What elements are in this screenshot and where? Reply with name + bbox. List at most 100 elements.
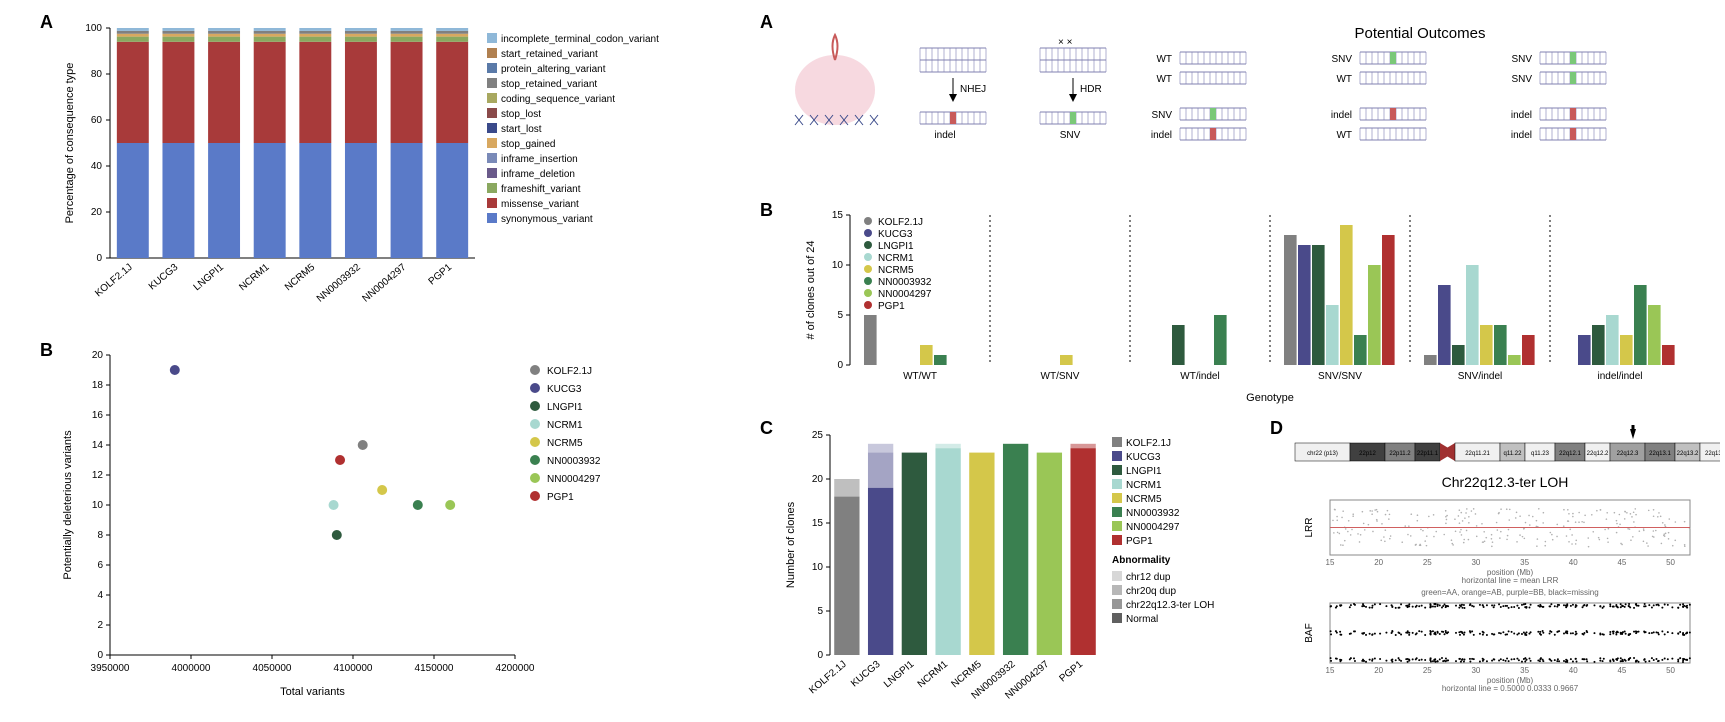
svg-text:NN0003932: NN0003932	[878, 277, 932, 288]
svg-text:0: 0	[817, 650, 823, 661]
svg-text:indel: indel	[1511, 110, 1532, 121]
svg-text:22q12.3: 22q12.3	[1617, 451, 1639, 457]
right-panel-c: 0510152025Number of clonesKOLF2.1JKUCG3L…	[780, 425, 1260, 715]
svg-text:NCRM1: NCRM1	[916, 659, 951, 691]
svg-text:10: 10	[812, 562, 824, 573]
svg-text:15: 15	[1326, 666, 1335, 675]
svg-text:Total variants: Total variants	[280, 686, 345, 698]
svg-text:NCRM1: NCRM1	[547, 420, 583, 431]
svg-text:4000000: 4000000	[172, 663, 211, 674]
svg-text:Normal: Normal	[1126, 614, 1158, 625]
svg-text:50: 50	[1666, 558, 1675, 567]
svg-text:NCRM1: NCRM1	[237, 262, 272, 294]
svg-text:Potential Outcomes: Potential Outcomes	[1355, 25, 1486, 42]
svg-text:NN0004297: NN0004297	[1126, 522, 1180, 533]
svg-text:80: 80	[91, 69, 103, 80]
svg-text:Percentage of consequence type: Percentage of consequence type	[64, 63, 76, 224]
svg-text:WT: WT	[1156, 54, 1172, 65]
svg-text:12: 12	[92, 470, 104, 481]
svg-text:LRR: LRR	[1304, 517, 1315, 537]
svg-text:40: 40	[1569, 558, 1578, 567]
svg-text:45: 45	[1617, 558, 1626, 567]
svg-text:PGP1: PGP1	[1058, 659, 1086, 685]
right-panel-b: 051015# of clones out of 24GenotypeWT/WT…	[800, 205, 1700, 405]
svg-text:indel: indel	[1331, 110, 1352, 121]
svg-text:NCRM1: NCRM1	[878, 253, 914, 264]
scatter-chart: 0246810121416182039500004000000405000041…	[55, 345, 695, 705]
svg-text:KOLF2.1J: KOLF2.1J	[1126, 438, 1171, 449]
svg-text:14: 14	[92, 440, 104, 451]
svg-text:NCRM5: NCRM5	[878, 265, 914, 276]
svg-text:missense_variant: missense_variant	[501, 199, 579, 210]
svg-text:indel: indel	[1511, 130, 1532, 141]
svg-text:KUCG3: KUCG3	[547, 384, 582, 395]
svg-text:indel: indel	[934, 130, 955, 141]
svg-text:22q13.1: 22q13.1	[1649, 451, 1671, 457]
panel-label-left-a: A	[40, 12, 53, 33]
svg-text:PGP1: PGP1	[1126, 536, 1153, 547]
svg-text:20: 20	[1374, 666, 1383, 675]
svg-text:NN0004297: NN0004297	[878, 289, 932, 300]
svg-text:10: 10	[832, 260, 844, 271]
panel-label-right-c: C	[760, 418, 773, 439]
svg-text:incomplete_terminal_codon_vari: incomplete_terminal_codon_variant	[501, 34, 659, 45]
svg-text:LNGPI1: LNGPI1	[878, 241, 914, 252]
svg-text:8: 8	[97, 530, 103, 541]
grouped-bar-chart: 051015# of clones out of 24GenotypeWT/WT…	[800, 205, 1700, 405]
svg-text:WT/indel: WT/indel	[1180, 371, 1219, 382]
svg-text:22q12.1: 22q12.1	[1559, 451, 1581, 457]
svg-text:35: 35	[1520, 666, 1529, 675]
svg-text:HDR: HDR	[1080, 84, 1102, 95]
svg-text:frameshift_variant: frameshift_variant	[501, 184, 581, 195]
svg-text:green=AA, orange=AB, purple=BB: green=AA, orange=AB, purple=BB, black=mi…	[1421, 588, 1598, 597]
svg-text:PGP1: PGP1	[878, 301, 905, 312]
svg-text:SNV/SNV: SNV/SNV	[1318, 371, 1362, 382]
svg-text:25: 25	[812, 430, 824, 441]
svg-text:5: 5	[817, 606, 823, 617]
svg-text:22q11.21: 22q11.21	[1465, 451, 1490, 457]
svg-text:20: 20	[91, 207, 103, 218]
svg-text:chr22 (p13): chr22 (p13)	[1307, 451, 1338, 457]
svg-text:15: 15	[1326, 558, 1335, 567]
svg-text:WT: WT	[1336, 74, 1352, 85]
svg-text:inframe_deletion: inframe_deletion	[501, 169, 575, 180]
svg-text:indel: indel	[1151, 130, 1172, 141]
svg-text:LNGPI1: LNGPI1	[192, 262, 227, 294]
svg-text:synonymous_variant: synonymous_variant	[501, 214, 593, 225]
svg-text:SNV: SNV	[1060, 130, 1081, 141]
svg-text:# of clones out of 24: # of clones out of 24	[805, 240, 817, 339]
svg-text:40: 40	[1569, 666, 1578, 675]
svg-text:BAF: BAF	[1304, 623, 1315, 642]
svg-text:3950000: 3950000	[91, 663, 130, 674]
svg-text:q11.22: q11.22	[1504, 451, 1523, 457]
svg-text:4050000: 4050000	[253, 663, 292, 674]
svg-text:Potentially deleterious varian: Potentially deleterious variants	[62, 430, 74, 580]
svg-text:22p11.2: 22p11.2	[1389, 451, 1411, 457]
svg-text:KUCG3: KUCG3	[147, 262, 181, 293]
right-panel-a: NHEJindel× ×HDRSNVPotential OutcomesWTWT…	[780, 20, 1700, 195]
svg-text:20: 20	[812, 474, 824, 485]
panel-label-right-d: D	[1270, 418, 1283, 439]
svg-text:start_lost: start_lost	[501, 124, 542, 135]
svg-text:NHEJ: NHEJ	[960, 84, 986, 95]
svg-text:KOLF2.1J: KOLF2.1J	[878, 217, 923, 228]
svg-text:35: 35	[1520, 558, 1529, 567]
svg-text:20: 20	[92, 350, 104, 361]
panel-label-right-b: B	[760, 200, 773, 221]
svg-text:4: 4	[97, 590, 103, 601]
svg-text:KOLF2.1J: KOLF2.1J	[547, 366, 592, 377]
svg-text:KOLF2.1J: KOLF2.1J	[807, 659, 849, 696]
svg-text:SNV: SNV	[1331, 54, 1352, 65]
svg-text:6: 6	[97, 560, 103, 571]
svg-text:NN0003932: NN0003932	[1126, 508, 1180, 519]
svg-text:PGP1: PGP1	[427, 262, 455, 288]
svg-text:LNGPI1: LNGPI1	[547, 402, 583, 413]
svg-text:PGP1: PGP1	[547, 492, 574, 503]
svg-text:0: 0	[837, 360, 843, 371]
svg-text:SNV/indel: SNV/indel	[1458, 371, 1502, 382]
svg-text:30: 30	[1471, 558, 1480, 567]
left-panel-b: 0246810121416182039500004000000405000041…	[55, 345, 695, 705]
svg-text:20: 20	[1374, 558, 1383, 567]
schematic: NHEJindel× ×HDRSNVPotential OutcomesWTWT…	[780, 20, 1700, 195]
svg-text:100: 100	[85, 23, 102, 34]
